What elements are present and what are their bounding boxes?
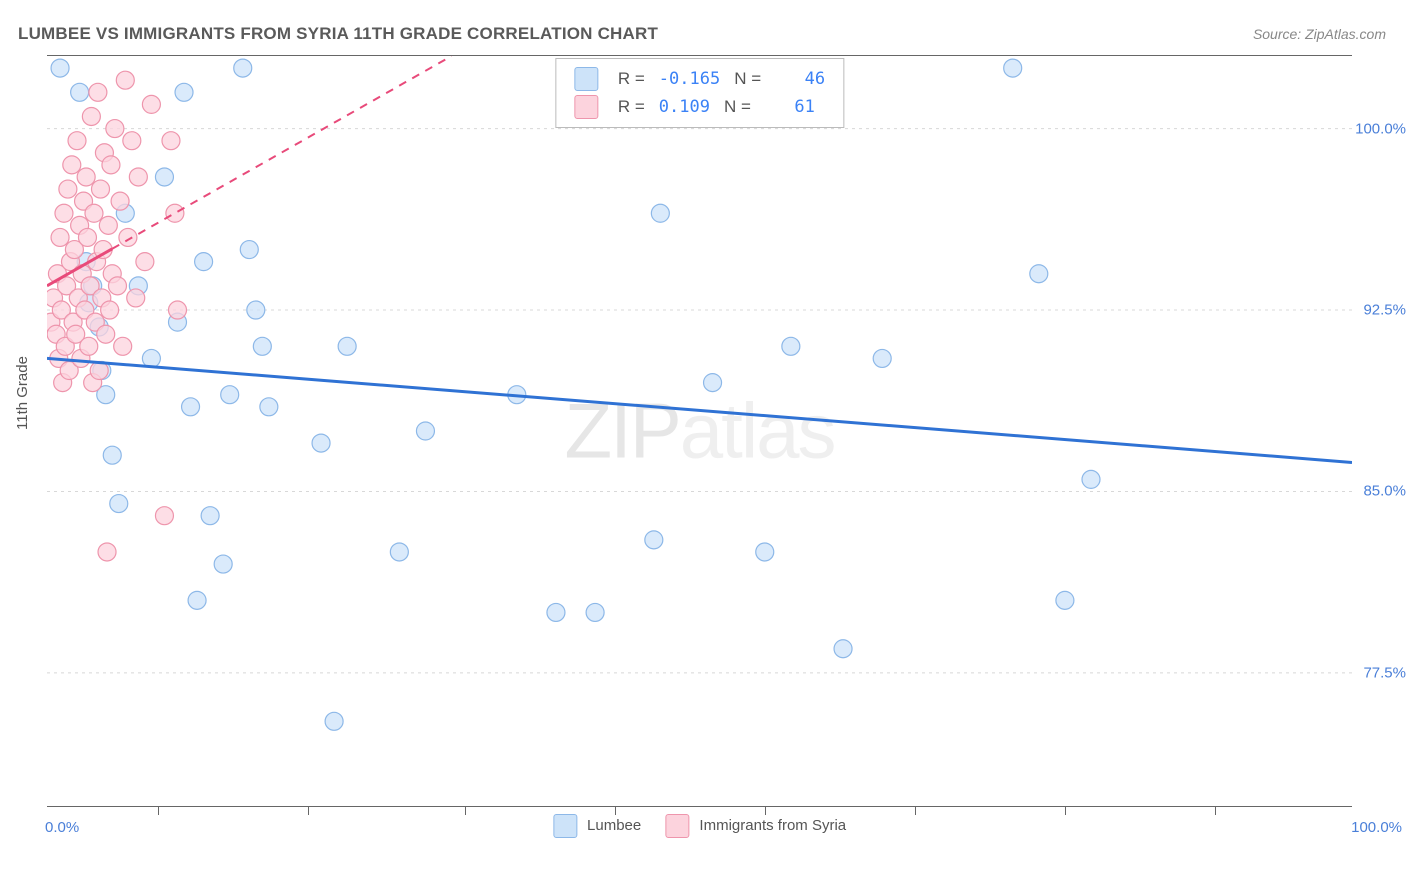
stats-n-value-lumbee: 46: [775, 69, 825, 89]
stats-r-value-lumbee: -0.165: [659, 69, 720, 89]
legend-item-syria: Immigrants from Syria: [665, 814, 846, 838]
y-tick-label: 85.0%: [1363, 483, 1406, 500]
x-tick: [308, 806, 309, 815]
chart-title: LUMBEE VS IMMIGRANTS FROM SYRIA 11TH GRA…: [18, 24, 658, 44]
y-tick-label: 92.5%: [1363, 302, 1406, 319]
stats-row-lumbee: R = -0.165 N = 46: [574, 65, 825, 93]
stats-swatch-syria: [574, 95, 598, 119]
x-axis-end-label: 100.0%: [1351, 819, 1402, 836]
stats-r-value-syria: 0.109: [659, 97, 710, 117]
x-tick: [158, 806, 159, 815]
x-tick: [465, 806, 466, 815]
stats-r-label: R =: [618, 97, 645, 117]
x-tick: [915, 806, 916, 815]
y-axis-label: 11th Grade: [14, 356, 31, 430]
stats-n-value-syria: 61: [765, 97, 815, 117]
stats-r-label: R =: [618, 69, 645, 89]
y-tick-label: 100.0%: [1355, 120, 1406, 137]
y-tick-label: 77.5%: [1363, 664, 1406, 681]
scatter-svg: [47, 56, 1352, 806]
stats-swatch-lumbee: [574, 67, 598, 91]
plot-area: ZIPatlas 100.0%92.5%85.0%77.5% 0.0% 100.…: [47, 55, 1352, 807]
stats-n-label: N =: [724, 97, 751, 117]
x-tick: [1215, 806, 1216, 815]
legend-label-lumbee: Lumbee: [587, 817, 641, 834]
legend-swatch-syria: [665, 814, 689, 838]
legend-swatch-lumbee: [553, 814, 577, 838]
stats-n-label: N =: [734, 69, 761, 89]
x-tick: [1065, 806, 1066, 815]
legend-label-syria: Immigrants from Syria: [699, 817, 846, 834]
stats-row-syria: R = 0.109 N = 61: [574, 93, 825, 121]
source-label: Source: ZipAtlas.com: [1253, 26, 1386, 42]
stats-box: R = -0.165 N = 46 R = 0.109 N = 61: [555, 58, 844, 128]
legend-item-lumbee: Lumbee: [553, 814, 641, 838]
bottom-legend: Lumbee Immigrants from Syria: [553, 814, 846, 838]
x-axis-start-label: 0.0%: [45, 819, 79, 836]
